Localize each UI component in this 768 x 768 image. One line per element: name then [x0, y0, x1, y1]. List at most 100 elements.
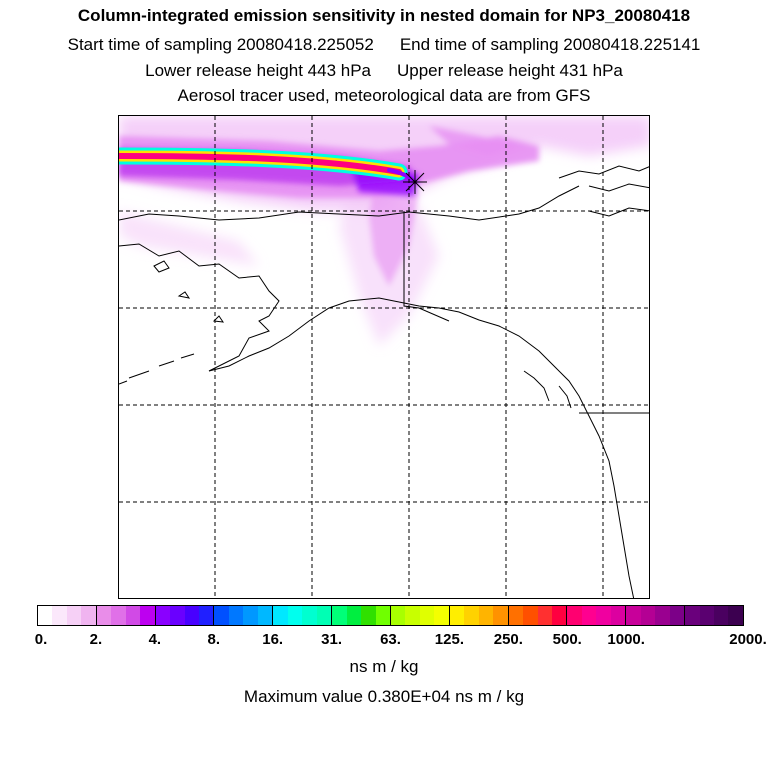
colorbar-swatch — [464, 606, 479, 625]
colorbar-swatch — [375, 606, 390, 625]
colorbar-swatch — [170, 606, 185, 625]
map-canvas — [119, 116, 649, 598]
alaska-canada-border — [403, 211, 450, 322]
colorbar-swatch — [508, 606, 524, 625]
colorbar-tick-label: 8. — [207, 631, 221, 648]
colorbar-tick-label: 4. — [148, 631, 162, 648]
colorbar-segment — [567, 606, 627, 625]
colorbar-swatch — [405, 606, 420, 625]
colorbar-segment — [626, 606, 686, 625]
colorbar-tick-label: 2000. — [729, 631, 767, 648]
colorbar-tick-label: 250. — [493, 631, 523, 648]
alaska-peninsula — [208, 297, 400, 372]
colorbar-swatch — [669, 606, 685, 625]
colorbar-swatch — [610, 606, 626, 625]
colorbar-swatch — [140, 606, 155, 625]
colorbar-swatch — [214, 606, 229, 625]
colorbar-swatch — [81, 606, 96, 625]
colorbar-swatch — [728, 606, 743, 625]
colorbar-swatch — [596, 606, 611, 625]
colorbar-swatch — [493, 606, 508, 625]
colorbar-tick-label: 31. — [321, 631, 343, 648]
colorbar-swatch — [184, 606, 200, 625]
colorbar-swatch — [155, 606, 171, 625]
alaska-west-coast — [119, 243, 280, 372]
colorbar-swatch — [390, 606, 406, 625]
colorbar-swatch — [96, 606, 112, 625]
colorbar-tick-label: 16. — [262, 631, 284, 648]
colorbar-segment — [449, 606, 509, 625]
colorbar-swatch — [287, 606, 303, 625]
max-value-label: Maximum value 0.380E+04 ns m / kg — [243, 687, 525, 706]
sampling-times: Start time of sampling 20080418.225052 En… — [0, 35, 768, 55]
release-heights: Lower release height 443 hPa Upper releas… — [0, 61, 768, 81]
colorbar-swatch — [66, 606, 82, 625]
colorbar-tick-label: 63. — [380, 631, 401, 648]
aleutian-islands — [119, 353, 195, 385]
colorbar-swatch — [273, 606, 288, 625]
colorbar-segment — [214, 606, 274, 625]
colorbar-swatch — [346, 606, 362, 625]
lower-release-label: Lower release height 443 hPa — [145, 61, 371, 80]
colorbar-swatch — [257, 606, 273, 625]
bering-islands — [153, 260, 225, 323]
colorbar-swatch — [478, 606, 494, 625]
colorbar-ticks: 0. 2. 4. 8. 16. 31. 63. 125. 250. 500. 1000. 2000. — [34, 631, 767, 651]
colorbar-swatch — [537, 606, 552, 625]
colorbar-swatch — [302, 606, 317, 625]
colorbar-swatch — [332, 606, 347, 625]
colorbar-swatch — [449, 606, 465, 625]
tracer-info: Aerosol tracer used, meteorological data… — [177, 86, 591, 105]
colorbar-swatch — [434, 606, 449, 625]
colorbar-segment — [508, 606, 568, 625]
pacific-islands — [523, 370, 572, 409]
colorbar-tick-label: 1000. — [607, 631, 645, 648]
coastlines — [119, 165, 649, 598]
map-panel — [118, 115, 650, 599]
star-marker — [403, 170, 427, 194]
colorbar-swatch — [243, 606, 258, 625]
colorbar-swatch — [316, 606, 332, 625]
colorbar-swatch — [52, 606, 67, 625]
colorbar-tick-label: 0. — [34, 631, 48, 648]
colorbar-segment — [96, 606, 156, 625]
plume-core — [119, 147, 417, 184]
arctic-islands — [558, 165, 649, 217]
gulf-of-alaska-coast — [398, 301, 635, 598]
colorbar-tick-label: 125. — [434, 631, 465, 648]
colorbar-swatch — [581, 606, 597, 625]
upper-release-label: Upper release height 431 hPa — [397, 61, 623, 80]
alaska-north-coast — [119, 185, 580, 221]
colorbar-segment — [332, 606, 391, 625]
colorbar-swatch — [125, 606, 141, 625]
colorbar-swatch — [626, 606, 641, 625]
colorbar-swatch — [199, 606, 214, 625]
start-sampling-label: Start time of sampling 20080418.225052 — [67, 35, 374, 54]
colorbar-swatch — [567, 606, 582, 625]
colorbar-swatch — [551, 606, 567, 625]
colorbar-swatch — [640, 606, 656, 625]
lat-lon-grid — [119, 116, 649, 598]
colorbar-swatch — [699, 606, 715, 625]
colorbar-swatch — [38, 606, 53, 625]
colorbar-segment — [390, 606, 450, 625]
colorbar-swatch — [685, 606, 700, 625]
borders — [403, 211, 649, 414]
colorbar-swatch — [111, 606, 126, 625]
colorbar-segment — [155, 606, 215, 625]
colorbar-swatch — [419, 606, 435, 625]
colorbar-unit: ns m / kg — [349, 657, 419, 676]
end-sampling-label: End time of sampling 20080418.225141 — [399, 35, 701, 54]
map-title: Column-integrated emission sensitivity i… — [77, 6, 691, 25]
colorbar-swatch — [361, 606, 376, 625]
colorbar-swatch — [714, 606, 729, 625]
colorbar-tick-label: 500. — [552, 631, 582, 648]
colorbar-swatch — [655, 606, 670, 625]
colorbar-segment — [685, 606, 743, 625]
colorbar-swatch — [228, 606, 244, 625]
colorbar-segment — [273, 606, 333, 625]
colorbar-segment — [38, 606, 97, 625]
colorbar — [37, 605, 744, 626]
colorbar-swatch — [523, 606, 538, 625]
colorbar-tick-label: 2. — [89, 631, 103, 648]
